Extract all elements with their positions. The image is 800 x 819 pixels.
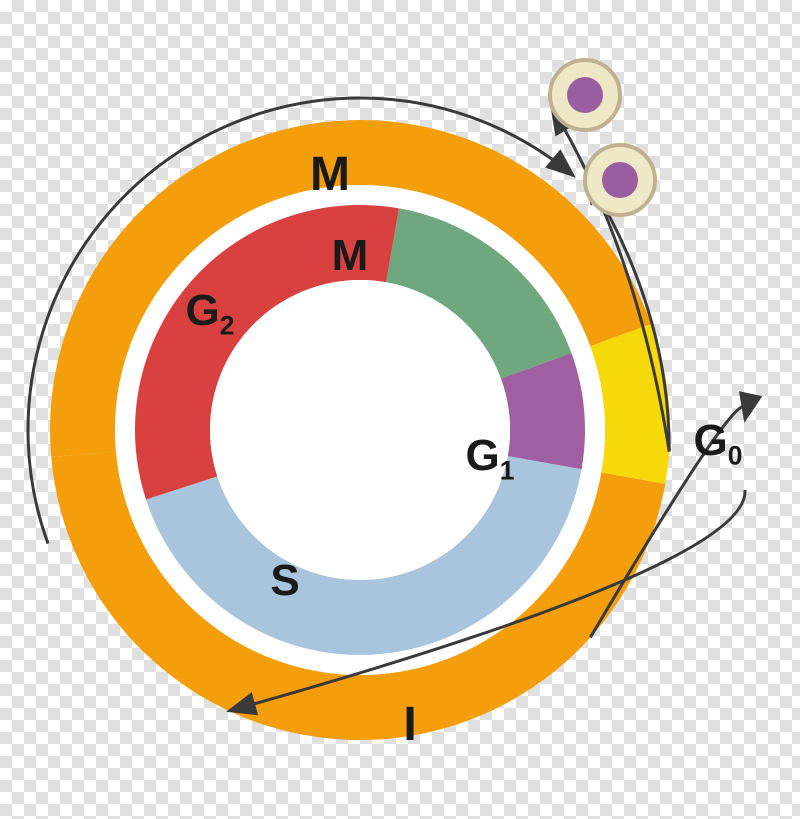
daughter-nucleus-1 — [567, 77, 603, 113]
cell-cycle-diagram: IMG1SG2MG0 — [0, 0, 800, 819]
label-s: S — [270, 556, 299, 605]
daughter-nucleus-2 — [602, 162, 638, 198]
label-mitosis-inner: M — [332, 231, 369, 280]
label-g0: G0 — [694, 416, 743, 471]
label-interphase: I — [403, 698, 416, 751]
label-mitosis-outer: M — [310, 148, 350, 201]
center-fill — [210, 280, 510, 580]
